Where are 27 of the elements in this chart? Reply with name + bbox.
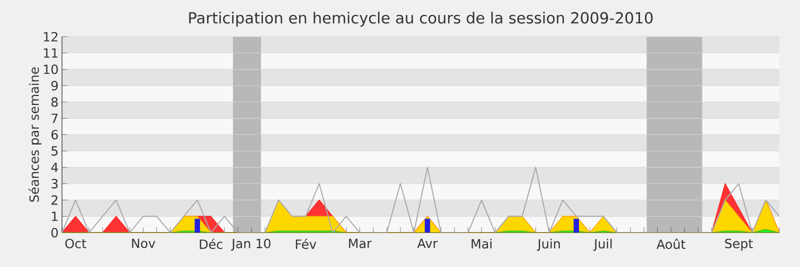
x-tick-label: Fév (296, 238, 316, 250)
x-tick-label: Déc (200, 238, 222, 250)
x-tick-label: Août (656, 238, 686, 250)
y-tick-label: 11 (44, 48, 58, 58)
y-tick-label: 10 (44, 64, 58, 74)
x-tick-label: Avr (417, 238, 438, 248)
x-tick-label: Mai (472, 238, 492, 249)
x-tick-label: Sept (725, 238, 753, 251)
y-tick-label: 2 (52, 195, 58, 205)
y-tick-label: 8 (51, 97, 58, 107)
y-tick-label: 5 (52, 146, 58, 156)
y-tick-label: 1 (52, 212, 58, 221)
x-tick-label: Oct (65, 238, 86, 248)
x-tick-label: Mar (349, 238, 372, 248)
x-tick-label: Nov (132, 238, 156, 248)
y-tick-label: 3 (52, 178, 58, 188)
y-tick-label: 4 (51, 162, 58, 172)
y-tick-label: 12 (44, 32, 58, 42)
chart-title: Participation en hemicycle au cours de la session 2009-2010 (189, 12, 653, 27)
y-tick-label: 6 (51, 130, 58, 140)
y-tick-label: 0 (51, 228, 58, 238)
y-tick-label: 7 (52, 114, 58, 123)
y-axis-title: Séances par semaine (28, 67, 42, 202)
y-tick-label: 9 (51, 80, 58, 90)
x-tick-label: Juin (536, 238, 560, 251)
x-tick-label: Jan 10 (231, 238, 270, 251)
x-tick-label: Juil (593, 238, 612, 251)
